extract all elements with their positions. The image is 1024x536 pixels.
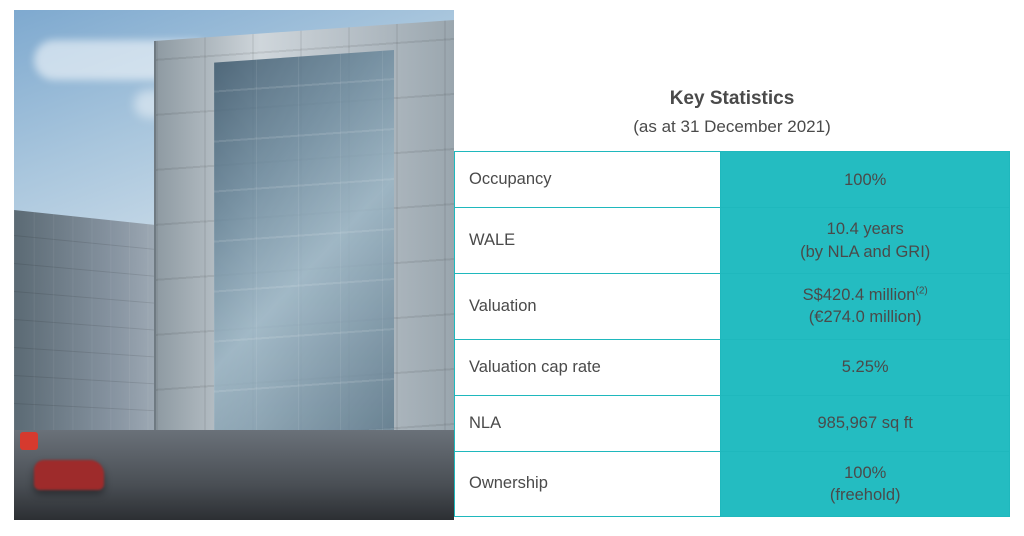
stat-value: 985,967 sq ft [721,395,1010,451]
stat-value-line2: (€274.0 million) [809,308,922,326]
stat-label: WALE [455,208,721,274]
stat-value-line1: 10.4 years [827,220,904,238]
stats-subtitle: (as at 31 December 2021) [454,113,1010,142]
stat-value-line2: (by NLA and GRI) [800,243,930,261]
stat-label: Valuation cap rate [455,339,721,395]
stats-panel: Key Statistics (as at 31 December 2021) … [454,10,1010,522]
stat-value-line2: (freehold) [830,486,901,504]
table-row: WALE 10.4 years (by NLA and GRI) [455,208,1010,274]
stats-title: Key Statistics [454,86,1010,113]
table-row: Valuation cap rate 5.25% [455,339,1010,395]
stat-value: 5.25% [721,339,1010,395]
stat-label: Occupancy [455,152,721,208]
street-sign [20,432,38,450]
building-photo [14,10,454,520]
stats-table: Occupancy 100% WALE 10.4 years (by NLA a… [454,151,1010,517]
building-glass [214,50,394,443]
car [34,460,104,490]
stat-value-line1: 985,967 sq ft [817,414,912,432]
page-container: Key Statistics (as at 31 December 2021) … [0,0,1024,536]
table-row: NLA 985,967 sq ft [455,395,1010,451]
stat-label: Valuation [455,274,721,340]
stat-value: 100% [721,152,1010,208]
stat-value-line1: S$420.4 million [803,286,916,304]
stat-value-line1: 100% [844,464,886,482]
stat-value: S$420.4 million(2) (€274.0 million) [721,274,1010,340]
stat-label: Ownership [455,451,721,517]
table-row: Occupancy 100% [455,152,1010,208]
stat-value: 10.4 years (by NLA and GRI) [721,208,1010,274]
stat-value-line1: 5.25% [842,358,889,376]
stat-value-sup: (2) [915,286,927,297]
table-row: Ownership 100% (freehold) [455,451,1010,517]
stats-header: Key Statistics (as at 31 December 2021) [454,86,1010,141]
table-row: Valuation S$420.4 million(2) (€274.0 mil… [455,274,1010,340]
building-left [14,210,175,466]
stat-value-line1: 100% [844,171,886,189]
stat-value: 100% (freehold) [721,451,1010,517]
stat-label: NLA [455,395,721,451]
